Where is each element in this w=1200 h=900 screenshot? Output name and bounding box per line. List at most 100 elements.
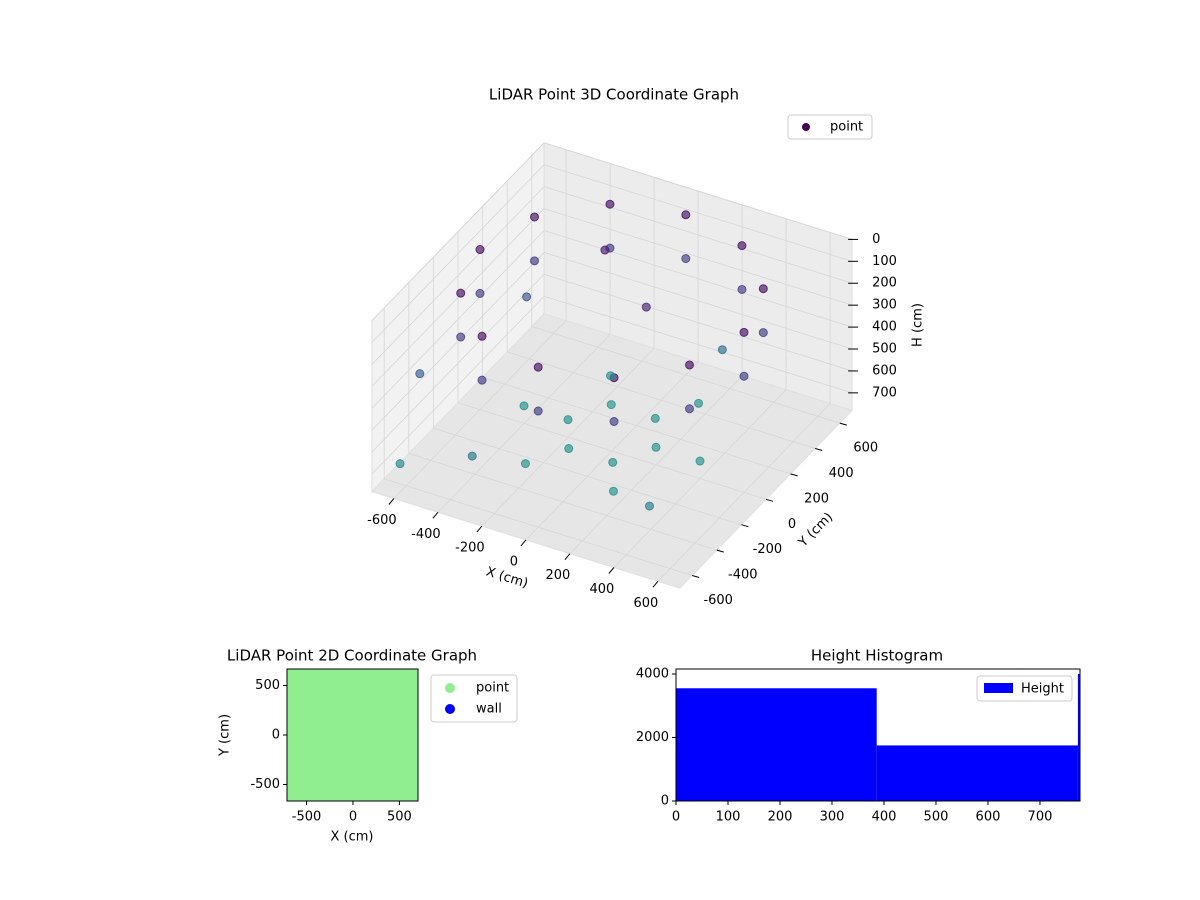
grid-line	[384, 478, 693, 576]
tick-mark	[608, 567, 615, 574]
plot-area	[287, 669, 418, 801]
chart-title: Height Histogram	[811, 647, 943, 665]
point	[519, 401, 529, 411]
bar	[876, 745, 1078, 801]
legend-marker	[445, 683, 455, 693]
x-tick-label: 500	[924, 810, 949, 825]
point	[651, 442, 661, 452]
y-tick-label: -400	[728, 568, 758, 583]
grid-line	[371, 186, 545, 365]
point	[394, 669, 418, 690]
grid-line	[433, 427, 742, 526]
point	[758, 328, 768, 338]
y-tick-label: -600	[703, 593, 733, 608]
point	[456, 288, 466, 298]
grid-line	[371, 164, 545, 343]
bar	[1077, 673, 1080, 801]
y-tick-label: 500	[255, 678, 280, 693]
legend-box	[976, 675, 1073, 702]
point	[695, 456, 705, 466]
point	[563, 415, 573, 425]
point	[685, 404, 694, 414]
tick-mark	[716, 549, 724, 553]
x-tick-label: 0	[510, 554, 518, 569]
x-tick-label: -600	[367, 513, 397, 528]
point	[475, 288, 485, 298]
tick-mark	[741, 524, 749, 528]
tick-mark	[652, 580, 659, 588]
z-tick-label: 0	[872, 232, 880, 247]
point	[533, 362, 543, 372]
point	[608, 486, 618, 496]
x-axis-label: X (cm)	[484, 565, 530, 592]
grid-line	[507, 351, 816, 449]
z-axis-label: H (cm)	[911, 303, 926, 347]
z-tick-label: 300	[872, 298, 897, 313]
grid-line	[543, 142, 853, 240]
grid-line	[408, 453, 717, 551]
tick-mark	[765, 498, 774, 502]
tick-mark	[692, 575, 700, 578]
point	[681, 210, 691, 220]
point	[606, 371, 616, 381]
grid-line	[543, 208, 853, 306]
point	[522, 292, 532, 302]
axes-frame	[675, 668, 1081, 802]
point	[645, 501, 654, 511]
legend-marker	[445, 704, 455, 714]
point	[609, 417, 619, 427]
y-tick-label: 0	[661, 794, 669, 809]
x-tick-label: 0	[349, 810, 357, 825]
x-tick-label: 500	[387, 810, 412, 825]
point	[717, 345, 727, 355]
z-tick-label: 100	[872, 254, 897, 269]
grid-line	[371, 230, 545, 409]
y-tick-label: 0	[272, 728, 280, 743]
grid-line	[371, 274, 545, 453]
tick-mark	[564, 553, 571, 561]
grid-line	[482, 376, 791, 475]
y-axis-label: Y (cm)	[218, 714, 233, 757]
grid-line	[543, 230, 853, 328]
point	[415, 369, 425, 379]
point	[737, 284, 747, 294]
point	[739, 371, 749, 381]
x-axis-label: X (cm)	[331, 830, 374, 845]
x-tick-label: 200	[545, 568, 570, 583]
y-axis-label: Y (cm)	[795, 510, 836, 551]
grid-line	[371, 142, 545, 321]
point	[605, 199, 615, 209]
grid-line	[371, 295, 545, 475]
point	[475, 245, 485, 255]
tick-mark	[432, 511, 439, 519]
point	[477, 331, 487, 341]
point	[685, 360, 694, 370]
point	[739, 327, 749, 337]
y-tick-label: -200	[753, 542, 783, 557]
legend-label: Height	[1021, 682, 1064, 697]
legend-label: point	[830, 120, 863, 135]
z-tick-label: 200	[872, 276, 897, 291]
x-tick-label: 0	[672, 810, 680, 825]
point	[533, 406, 543, 416]
z-tick-label: 400	[872, 320, 897, 335]
grid-line	[543, 295, 853, 394]
legend-marker	[802, 123, 810, 131]
point	[520, 459, 530, 469]
x-tick-label: 400	[589, 582, 614, 597]
z-tick-label: 700	[872, 385, 897, 400]
tick-mark	[388, 498, 395, 505]
point	[641, 302, 651, 312]
x-tick-label: 100	[716, 810, 741, 825]
point	[564, 444, 574, 454]
point	[530, 256, 539, 266]
grid-line	[371, 252, 545, 431]
legend-marker	[984, 683, 1013, 693]
legend-label: wall	[476, 702, 502, 717]
point	[530, 212, 539, 222]
point	[606, 400, 616, 410]
point	[456, 332, 466, 342]
grid-line	[457, 402, 767, 500]
point	[467, 451, 477, 461]
grid-line	[371, 208, 545, 387]
